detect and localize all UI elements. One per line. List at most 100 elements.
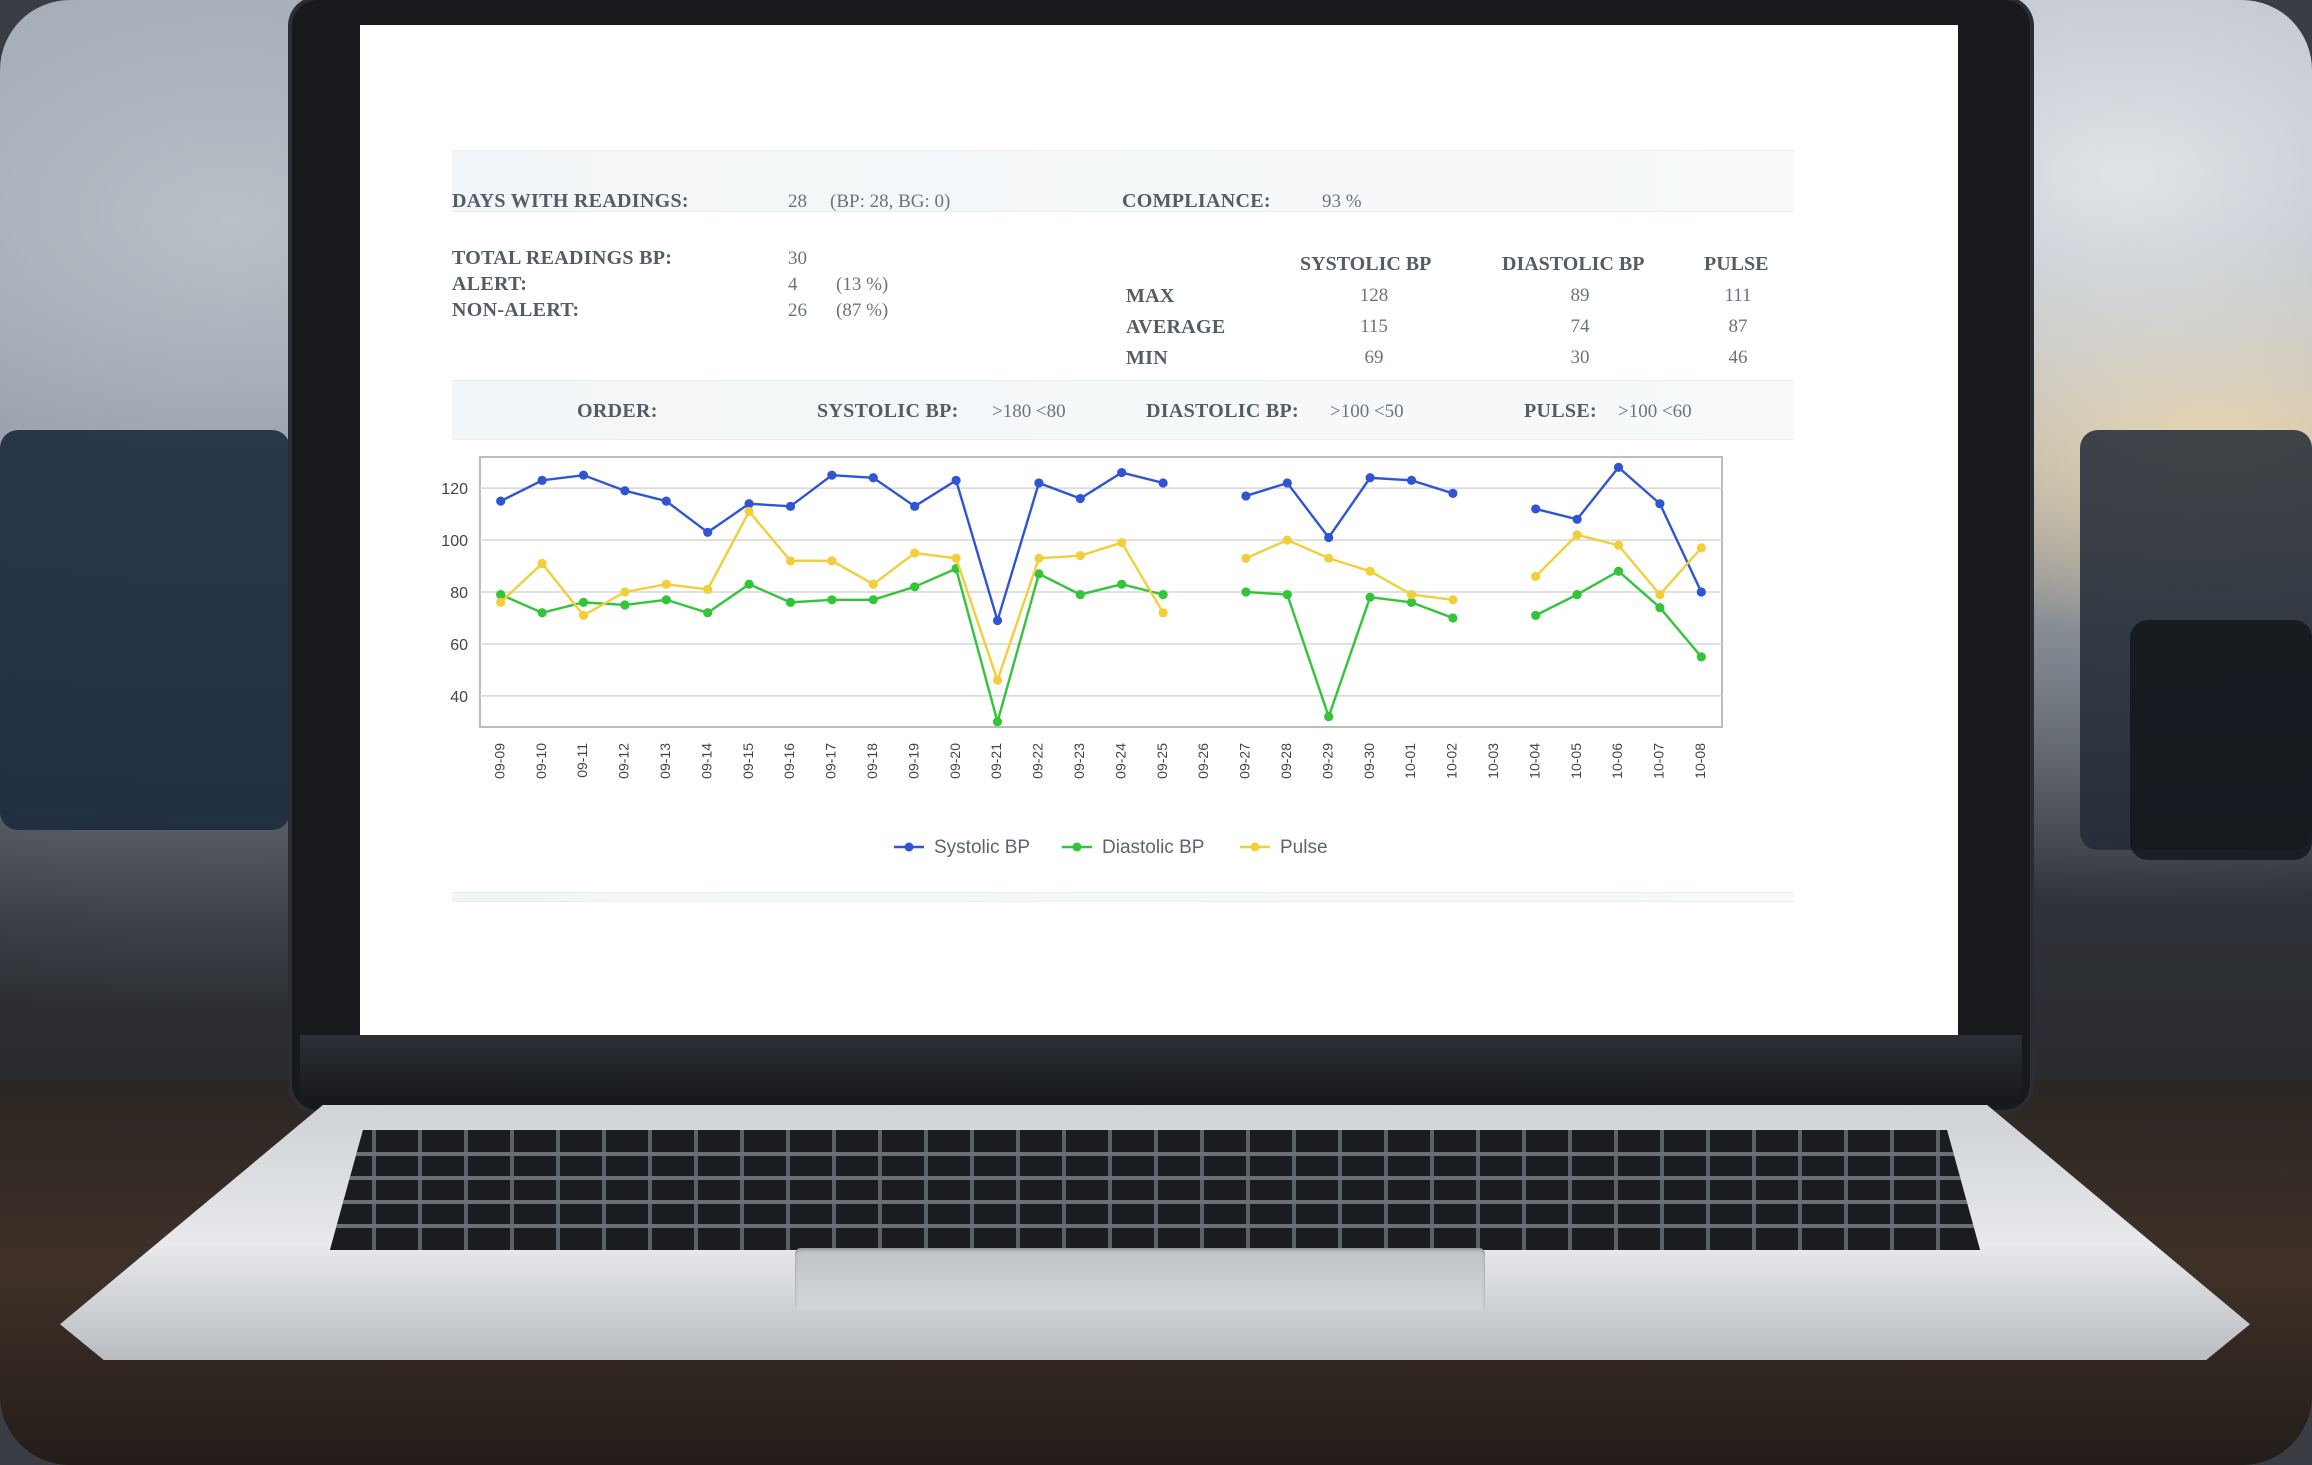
days-with-readings-label: DAYS WITH READINGS: — [452, 190, 689, 213]
data-point-pulse — [1407, 590, 1416, 599]
legend-label: Diastolic BP — [1102, 837, 1204, 858]
legend-swatch-marker — [1251, 843, 1260, 852]
x-tick-label: 09-19 — [905, 743, 921, 779]
background-blur-right-dark — [2130, 620, 2312, 860]
x-tick-label: 10-06 — [1609, 743, 1625, 779]
data-point-pulse — [538, 559, 547, 568]
data-point-diastolic — [1117, 580, 1126, 589]
x-tick-label: 09-22 — [1030, 743, 1046, 779]
data-point-pulse — [1697, 543, 1706, 552]
x-tick-label: 10-05 — [1568, 743, 1584, 779]
x-tick-label: 09-18 — [864, 743, 880, 779]
days-with-readings-detail: (BP: 28, BG: 0) — [830, 191, 950, 213]
data-point-pulse — [1241, 554, 1250, 563]
data-point-pulse — [579, 611, 588, 620]
x-tick-label: 09-25 — [1154, 743, 1170, 779]
x-tick-label: 09-10 — [533, 743, 549, 779]
data-point-diastolic — [620, 600, 629, 609]
stats-max-diastolic: 89 — [1540, 285, 1620, 307]
data-point-pulse — [745, 507, 754, 516]
x-tick-label: 09-30 — [1361, 743, 1377, 779]
legend-swatch-marker — [905, 843, 914, 852]
stats-min-systolic: 69 — [1334, 347, 1414, 369]
data-point-systolic — [1159, 478, 1168, 487]
x-tick-label: 09-14 — [698, 743, 714, 779]
data-point-systolic — [1076, 494, 1085, 503]
data-point-diastolic — [579, 598, 588, 607]
data-point-systolic — [1324, 533, 1333, 542]
data-point-pulse — [496, 598, 505, 607]
alert-label: ALERT: — [452, 273, 527, 296]
x-tick-label: 09-16 — [781, 743, 797, 779]
x-tick-label: 09-24 — [1112, 743, 1128, 779]
data-point-diastolic — [1159, 590, 1168, 599]
data-point-pulse — [786, 556, 795, 565]
data-point-systolic — [538, 476, 547, 485]
data-point-diastolic — [662, 595, 671, 604]
x-tick-label: 09-23 — [1071, 743, 1087, 779]
total-readings-label: TOTAL READINGS BP: — [452, 247, 672, 270]
data-point-pulse — [1117, 538, 1126, 547]
x-tick-label: 10-08 — [1692, 743, 1708, 779]
background-blur-left — [0, 430, 290, 830]
days-with-readings-value: 28 — [788, 191, 807, 213]
data-point-systolic — [869, 473, 878, 482]
data-point-pulse — [869, 580, 878, 589]
data-point-pulse — [1034, 554, 1043, 563]
data-point-pulse — [827, 556, 836, 565]
data-point-systolic — [579, 471, 588, 480]
data-point-systolic — [703, 528, 712, 537]
data-point-pulse — [1076, 551, 1085, 560]
data-point-diastolic — [1324, 712, 1333, 721]
data-point-diastolic — [910, 582, 919, 591]
stats-min-diastolic: 30 — [1540, 347, 1620, 369]
legend-label: Pulse — [1280, 837, 1328, 858]
stats-header-systolic: SYSTOLIC BP — [1300, 253, 1431, 276]
x-tick-label: 09-11 — [574, 743, 590, 778]
data-point-diastolic — [786, 598, 795, 607]
stats-row-label-average: AVERAGE — [1126, 316, 1226, 339]
stats-average-diastolic: 74 — [1540, 316, 1620, 338]
data-point-diastolic — [827, 595, 836, 604]
order-systolic-label: SYSTOLIC BP: — [817, 400, 959, 423]
y-tick-label: 120 — [441, 481, 468, 498]
compliance-label: COMPLIANCE: — [1122, 190, 1271, 213]
laptop-keyboard — [330, 1130, 1980, 1250]
data-point-pulse — [1614, 541, 1623, 550]
bp-line-chart: 40 60 80 100 120 09-09 09-10 09-11 09-12 09-13 09-… — [422, 435, 1742, 875]
data-point-pulse — [1283, 535, 1292, 544]
data-point-pulse — [1366, 567, 1375, 576]
non-alert-percent: (87 %) — [836, 300, 888, 322]
stats-row-label-min: MIN — [1126, 347, 1168, 370]
data-point-systolic — [1531, 504, 1540, 513]
data-point-systolic — [1407, 476, 1416, 485]
data-point-diastolic — [1697, 652, 1706, 661]
stats-max-pulse: 111 — [1698, 285, 1778, 307]
data-point-systolic — [1655, 499, 1664, 508]
data-point-pulse — [1573, 530, 1582, 539]
x-tick-label: 10-02 — [1444, 743, 1460, 779]
data-point-systolic — [662, 497, 671, 506]
data-point-pulse — [703, 585, 712, 594]
data-point-pulse — [910, 548, 919, 557]
data-point-systolic — [1241, 491, 1250, 500]
y-tick-label: 60 — [450, 637, 468, 654]
data-point-systolic — [786, 502, 795, 511]
data-point-systolic — [1366, 473, 1375, 482]
alert-value: 4 — [788, 274, 798, 296]
order-pulse-range: >100 <60 — [1618, 401, 1692, 423]
y-tick-label: 40 — [450, 689, 468, 706]
data-point-pulse — [662, 580, 671, 589]
compliance-value: 93 % — [1322, 191, 1362, 213]
laptop-trackpad — [795, 1248, 1485, 1310]
data-point-systolic — [1034, 478, 1043, 487]
data-point-pulse — [1531, 572, 1540, 581]
data-point-pulse — [620, 587, 629, 596]
data-point-diastolic — [869, 595, 878, 604]
x-tick-label: 10-04 — [1526, 743, 1542, 779]
data-point-pulse — [1655, 590, 1664, 599]
data-point-diastolic — [1448, 613, 1457, 622]
data-point-systolic — [1117, 468, 1126, 477]
data-point-pulse — [993, 676, 1002, 685]
x-tick-label: 09-12 — [616, 743, 632, 779]
